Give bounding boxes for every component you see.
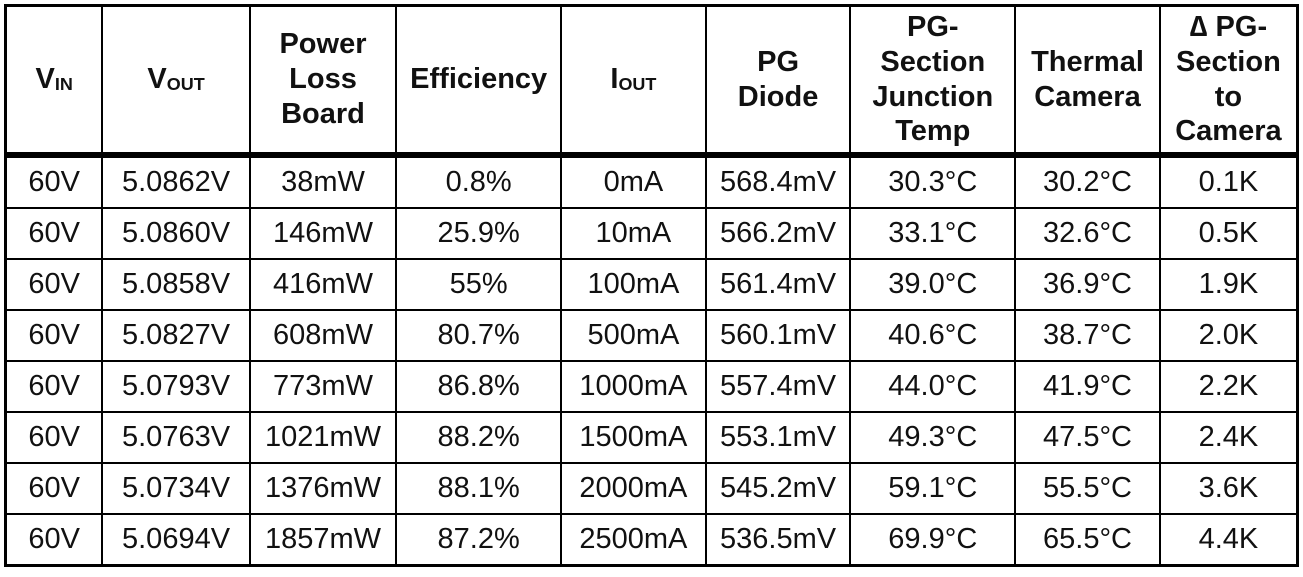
table-cell: 10mA (560, 207, 707, 260)
table-cell: 30.2°C (1014, 154, 1161, 209)
table-cell: 60V (4, 513, 104, 567)
table-cell: 566.2mV (704, 207, 852, 260)
table-cell: 39.0°C (849, 258, 1017, 311)
table-cell: 55.5°C (1014, 462, 1161, 515)
table-cell: 5.0694V (101, 513, 251, 567)
table-cell: 0.1K (1158, 154, 1299, 209)
table-row: 60V 5.0862V 38mW 0.8% 0mA 568.4mV 30.3°C 30.2°C… (4, 154, 1299, 209)
table-cell: 5.0827V (101, 309, 251, 362)
table-cell: 773mW (248, 360, 398, 413)
column-header-delta-pg-section-to-camera: ∆ PG- Section to Camera (1158, 4, 1299, 158)
table-cell: 545.2mV (704, 462, 852, 515)
column-header-power-loss-board: Power Loss Board (248, 4, 398, 158)
table-cell: 60V (4, 360, 104, 413)
table-cell: 36.9°C (1014, 258, 1161, 311)
table-cell: 560.1mV (704, 309, 852, 362)
table-cell: 1500mA (560, 411, 707, 464)
table-cell: 146mW (248, 207, 398, 260)
table-cell: 87.2% (395, 513, 563, 567)
table-cell: 80.7% (395, 309, 563, 362)
table-cell: 5.0793V (101, 360, 251, 413)
table-cell: 1376mW (248, 462, 398, 515)
table-cell: 44.0°C (849, 360, 1017, 413)
table-cell: 30.3°C (849, 154, 1017, 209)
table-cell: 0.5K (1158, 207, 1299, 260)
table-cell: 33.1°C (849, 207, 1017, 260)
table-cell: 60V (4, 411, 104, 464)
table-cell: 416mW (248, 258, 398, 311)
table-cell: 41.9°C (1014, 360, 1161, 413)
table-row: 60V 5.0827V 608mW 80.7% 500mA 560.1mV 40.6°C 38… (4, 309, 1299, 362)
table-cell: 60V (4, 258, 104, 311)
table-cell: 65.5°C (1014, 513, 1161, 567)
table-row: 60V 5.0858V 416mW 55% 100mA 561.4mV 39.0°C 36.9… (4, 258, 1299, 311)
table-cell: 2.0K (1158, 309, 1299, 362)
table-cell: 1000mA (560, 360, 707, 413)
table-cell: 38mW (248, 154, 398, 209)
table-cell: 5.0858V (101, 258, 251, 311)
table-cell: 1857mW (248, 513, 398, 567)
measurement-table: VIN VOUT Power Loss Board Efficiency IOU… (4, 4, 1299, 567)
table-cell: 5.0860V (101, 207, 251, 260)
table-cell: 60V (4, 309, 104, 362)
table-cell: 32.6°C (1014, 207, 1161, 260)
table-cell: 2000mA (560, 462, 707, 515)
table-cell: 1.9K (1158, 258, 1299, 311)
table-cell: 536.5mV (704, 513, 852, 567)
table-cell: 60V (4, 207, 104, 260)
table-row: 60V 5.0734V 1376mW 88.1% 2000mA 545.2mV 59.1°C… (4, 462, 1299, 515)
table-cell: 49.3°C (849, 411, 1017, 464)
table-cell: 500mA (560, 309, 707, 362)
column-header-pg-section-junction-temp: PG- Section Junction Temp (849, 4, 1017, 158)
table-cell: 38.7°C (1014, 309, 1161, 362)
column-header-thermal-camera: Thermal Camera (1014, 4, 1161, 158)
table-cell: 568.4mV (704, 154, 852, 209)
table-cell: 2.4K (1158, 411, 1299, 464)
table-cell: 60V (4, 154, 104, 209)
table-cell: 88.1% (395, 462, 563, 515)
table-cell: 5.0763V (101, 411, 251, 464)
table-row: 60V 5.0860V 146mW 25.9% 10mA 566.2mV 33.1°C 32.… (4, 207, 1299, 260)
column-header-vin: VIN (4, 4, 104, 158)
table-cell: 40.6°C (849, 309, 1017, 362)
table-cell: 25.9% (395, 207, 563, 260)
table-header: VIN VOUT Power Loss Board Efficiency IOU… (4, 4, 1299, 158)
table-cell: 2.2K (1158, 360, 1299, 413)
table-header-row: VIN VOUT Power Loss Board Efficiency IOU… (4, 4, 1299, 158)
table-cell: 47.5°C (1014, 411, 1161, 464)
table-cell: 608mW (248, 309, 398, 362)
column-header-vout: VOUT (101, 4, 251, 158)
table-cell: 55% (395, 258, 563, 311)
table-cell: 4.4K (1158, 513, 1299, 567)
table-cell: 2500mA (560, 513, 707, 567)
table-cell: 88.2% (395, 411, 563, 464)
table-cell: 100mA (560, 258, 707, 311)
table-cell: 86.8% (395, 360, 563, 413)
table-cell: 553.1mV (704, 411, 852, 464)
table-row: 60V 5.0763V 1021mW 88.2% 1500mA 553.1mV 49.3°C… (4, 411, 1299, 464)
column-header-iout: IOUT (560, 4, 707, 158)
column-header-efficiency: Efficiency (395, 4, 563, 158)
table-cell: 60V (4, 462, 104, 515)
table-cell: 69.9°C (849, 513, 1017, 567)
table-cell: 557.4mV (704, 360, 852, 413)
table-cell: 5.0734V (101, 462, 251, 515)
table-row: 60V 5.0793V 773mW 86.8% 1000mA 557.4mV 44.0°C 4… (4, 360, 1299, 413)
table-cell: 0mA (560, 154, 707, 209)
column-header-pg-diode: PG Diode (704, 4, 852, 158)
table-cell: 0.8% (395, 154, 563, 209)
table-body: 60V 5.0862V 38mW 0.8% 0mA 568.4mV 30.3°C 30.2°C… (4, 154, 1299, 567)
table-cell: 59.1°C (849, 462, 1017, 515)
table-row: 60V 5.0694V 1857mW 87.2% 2500mA 536.5mV 69.9°C… (4, 513, 1299, 567)
table-cell: 561.4mV (704, 258, 852, 311)
table-cell: 1021mW (248, 411, 398, 464)
table-cell: 5.0862V (101, 154, 251, 209)
table-cell: 3.6K (1158, 462, 1299, 515)
